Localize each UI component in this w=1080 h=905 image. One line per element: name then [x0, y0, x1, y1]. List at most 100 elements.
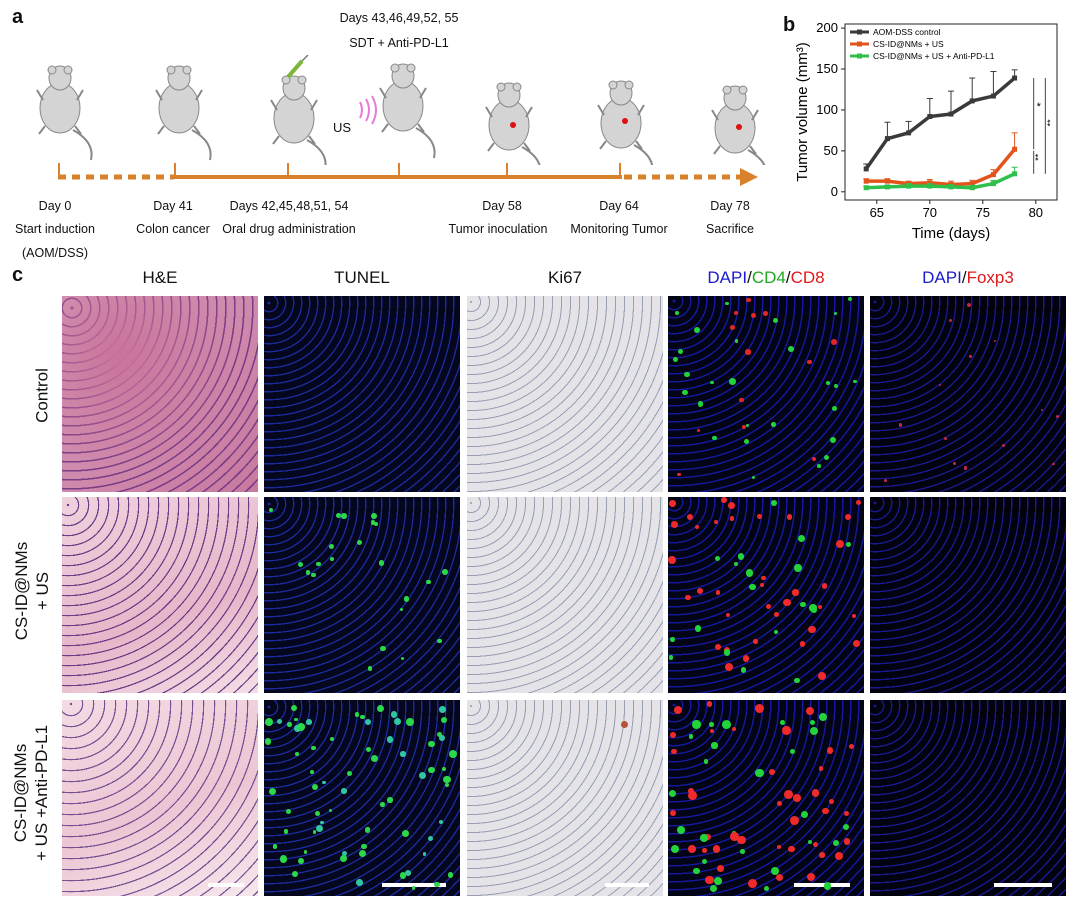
- dapi-label: DAPI: [922, 268, 962, 287]
- stained-cell: [687, 791, 697, 800]
- stained-cell: [705, 875, 714, 885]
- foxp3-control-image: [870, 296, 1066, 492]
- stained-cell: [800, 602, 806, 608]
- stained-cell: [728, 502, 736, 510]
- mouse-icon-5: [485, 82, 542, 165]
- stained-cell: [694, 625, 702, 632]
- stained-cell: [821, 583, 827, 589]
- stained-cell: [843, 838, 851, 846]
- stained-cell: [701, 858, 708, 865]
- us-label: US: [333, 120, 352, 135]
- stained-cell: [819, 766, 824, 771]
- data-point: [906, 183, 912, 189]
- row-label-line2: + US: [33, 571, 52, 611]
- stained-cell: [716, 590, 721, 595]
- stained-cell: [439, 706, 446, 713]
- stained-cell: [330, 557, 335, 562]
- stained-cell: [368, 666, 373, 671]
- timeline: [58, 168, 758, 186]
- data-point: [948, 111, 954, 117]
- stained-cell: [789, 748, 795, 754]
- stained-cell: [949, 318, 953, 322]
- stained-cell: [692, 720, 701, 729]
- stained-cell: [844, 810, 850, 816]
- stained-cell: [730, 324, 736, 331]
- stained-cell: [341, 513, 347, 519]
- stained-cell: [737, 835, 746, 845]
- stained-cell: [380, 802, 385, 807]
- event-desc2-0: (AOM/DSS): [22, 246, 88, 260]
- stained-cell: [738, 397, 744, 403]
- sep-label: /: [747, 268, 752, 287]
- stained-cell: [853, 639, 861, 648]
- stained-cell: [682, 389, 689, 396]
- stained-cell: [668, 655, 674, 660]
- stained-cell: [298, 857, 305, 864]
- stained-cell: [687, 787, 694, 795]
- stained-cell: [743, 438, 749, 445]
- stained-cell: [360, 843, 367, 850]
- stained-cell: [734, 339, 739, 343]
- row-label-csid-us-antipd: CS-ID@NMs + US +Anti-PD-L1: [10, 698, 52, 888]
- stained-cell: [753, 639, 758, 644]
- stained-cell: [709, 722, 714, 727]
- stained-cell: [776, 844, 781, 849]
- stained-cell: [685, 594, 691, 601]
- stained-cell: [845, 513, 852, 520]
- data-point: [884, 184, 890, 190]
- stained-cell: [438, 734, 446, 742]
- scale-bar: [605, 883, 649, 887]
- stained-cell: [1051, 462, 1055, 466]
- stained-cell: [356, 879, 364, 887]
- stained-cell: [387, 797, 393, 803]
- event-desc-4: Monitoring Tumor: [570, 222, 668, 236]
- stained-cell: [742, 655, 750, 662]
- stained-cell: [406, 718, 414, 726]
- stained-cell: [811, 789, 820, 797]
- stained-cell: [702, 848, 707, 853]
- significance-mark: *: [1037, 101, 1042, 113]
- stained-cell: [717, 865, 724, 872]
- stained-cell: [402, 829, 410, 837]
- stained-cell: [771, 500, 778, 506]
- stained-cell: [316, 824, 324, 832]
- significance-mark: **: [1045, 119, 1055, 127]
- stained-cell: [668, 790, 676, 798]
- y-tick-label: 0: [831, 184, 838, 199]
- stained-cell: [403, 596, 410, 602]
- stained-cell: [729, 378, 736, 386]
- stained-cell: [703, 758, 709, 764]
- x-axis-label: Time (days): [912, 225, 991, 242]
- tumor-volume-chart: 65 70 75 80 0 50 100 150 200 Time (days) Tumor vol…: [794, 20, 1058, 242]
- cd4-label: CD4: [751, 268, 786, 287]
- data-point: [1012, 146, 1018, 152]
- tunel-control-image: [264, 296, 460, 492]
- event-day-0: Day 0: [38, 199, 72, 213]
- stained-cell: [757, 514, 763, 520]
- stained-cell: [846, 542, 852, 548]
- col-title-ki67: Ki67: [547, 268, 583, 287]
- event-desc-3: Tumor inoculation: [448, 222, 548, 236]
- data-point: [990, 172, 996, 178]
- stained-cell: [740, 849, 745, 854]
- stained-cell: [818, 671, 826, 680]
- stained-cell: [737, 553, 745, 560]
- mouse-icon-2: [155, 65, 212, 161]
- mouse-icon-3: [270, 75, 327, 165]
- legend-entry: CS-ID@NMs + US + Anti-PD-L1: [873, 51, 995, 61]
- series-line: [866, 172, 1016, 190]
- stained-cell: [790, 815, 800, 825]
- stained-cell: [734, 562, 739, 567]
- stained-cell: [336, 513, 342, 519]
- stained-cell: [400, 607, 404, 611]
- stained-cell: [715, 643, 722, 650]
- stained-cell: [777, 800, 782, 806]
- stained-cell: [346, 771, 353, 777]
- stained-cell: [825, 380, 831, 386]
- stained-cell: [725, 662, 733, 671]
- legend-entry: AOM-DSS control: [873, 27, 941, 37]
- stained-cell: [963, 466, 968, 470]
- stained-cell: [763, 885, 769, 891]
- stained-cell: [943, 437, 947, 441]
- tick-day64: [619, 163, 621, 179]
